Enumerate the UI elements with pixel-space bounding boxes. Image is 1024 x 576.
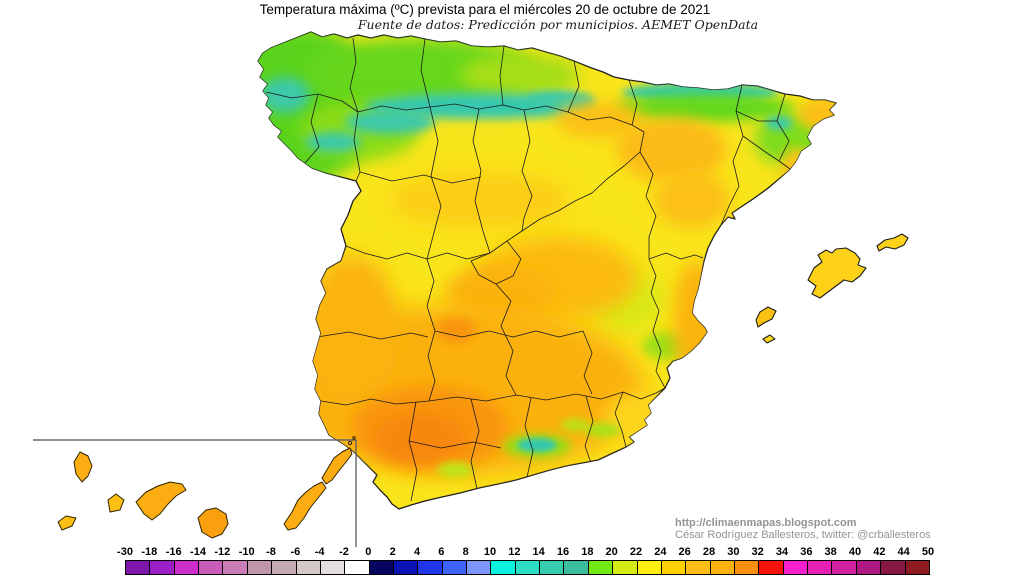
- colorbar-tick-label: 30: [727, 546, 740, 558]
- colorbar-tick-label: 10: [483, 546, 497, 558]
- la-palma: [73, 451, 93, 483]
- balearic-islands: [755, 233, 909, 344]
- colorbar-tick-label: 0: [365, 546, 372, 558]
- colorbar-cell: [320, 561, 346, 574]
- colorbar-cell: [345, 561, 370, 574]
- credits: http://climaenmapas.blogspot.com César R…: [675, 517, 931, 541]
- colorbar-tick-label: -8: [266, 546, 276, 558]
- colorbar-tick-label: -4: [314, 546, 325, 558]
- colorbar-tick-label: 34: [775, 546, 789, 558]
- map-subtitle: Fuente de datos: Predicción por municipi…: [357, 17, 759, 32]
- colorbar-tick-label: 50: [921, 546, 935, 558]
- colorbar-tick-label: -2: [339, 546, 349, 558]
- colorbar-tick-label: 38: [824, 546, 837, 558]
- colorbar-cell: [564, 561, 589, 574]
- colorbar-tick-label: 4: [413, 546, 421, 558]
- colorbar-cell: [442, 561, 468, 574]
- colorbar-cell: [759, 561, 784, 574]
- colorbar-tick-label: 36: [800, 546, 813, 558]
- colorbar-cell: [734, 561, 760, 574]
- fuerteventura: [283, 481, 327, 531]
- colorbar-tick-label: 40: [848, 546, 862, 558]
- colorbar-tick-label: -14: [190, 546, 206, 558]
- colorbar-tick-label: -30: [117, 546, 133, 558]
- tenerife: [135, 481, 187, 521]
- colorbar-cell: [491, 561, 516, 574]
- colorbar-tick-label: -18: [141, 546, 158, 558]
- colorbar-cell: [613, 561, 638, 574]
- mallorca: [807, 247, 867, 299]
- colorbar-cell: [515, 561, 541, 574]
- colorbar-cell: [686, 561, 711, 574]
- menorca: [876, 233, 909, 252]
- colorbar-cell: [467, 561, 492, 574]
- colorbar-cell: [661, 561, 687, 574]
- formentera: [762, 334, 776, 344]
- colorbar-cell: [150, 561, 175, 574]
- colorbar-cell: [637, 561, 662, 574]
- colorbar-labels: -30 -18 -16 -14 -12 -10 -8 -6 -4 -2 0 2 4 6 8 10 12 14 16 1…: [117, 546, 934, 558]
- colorbar-tick-label: 12: [508, 546, 521, 558]
- temperature-shading: [258, 32, 836, 478]
- colorbar-tick-label: 22: [629, 546, 643, 558]
- colorbar-tick-label: 2: [389, 546, 396, 558]
- colorbar-tick-label: 44: [897, 546, 910, 558]
- colorbar-cell: [223, 561, 248, 574]
- colorbar-cell: [126, 561, 151, 574]
- ibiza: [755, 306, 777, 328]
- colorbar-tick-label: 42: [873, 546, 886, 558]
- map-title: Temperatura máxima (ºC) prevista para el…: [259, 2, 711, 17]
- colorbar-cell: [540, 561, 565, 574]
- canary-islands: [57, 436, 356, 539]
- colorbar: [125, 560, 930, 575]
- colorbar-tick-label: 26: [678, 546, 691, 558]
- colorbar-tick-label: 18: [581, 546, 594, 558]
- colorbar-cell: [881, 561, 906, 574]
- colorbar-tick-label: -6: [290, 546, 301, 558]
- colorbar-cell: [247, 561, 273, 574]
- el-hierro: [57, 515, 77, 531]
- la-gomera: [107, 493, 125, 513]
- colorbar-cell: [272, 561, 297, 574]
- colorbar-tick-label: 6: [438, 546, 445, 558]
- colorbar-cell: [369, 561, 394, 574]
- colorbar-tick-label: 32: [751, 546, 764, 558]
- lanzarote: [321, 447, 353, 485]
- colorbar-cell: [710, 561, 735, 574]
- colorbar-cell: [296, 561, 321, 574]
- colorbar-cell: [418, 561, 443, 574]
- colorbar-tick-label: 28: [702, 546, 716, 558]
- credits-url: http://climaenmapas.blogspot.com: [675, 517, 857, 529]
- colorbar-tick-label: 16: [556, 546, 570, 558]
- colorbar-cell: [832, 561, 857, 574]
- gran-canaria: [197, 507, 229, 539]
- colorbar-cell: [588, 561, 614, 574]
- colorbar-cell: [393, 561, 419, 574]
- colorbar-cell: [199, 561, 224, 574]
- colorbar-cell: [174, 561, 200, 574]
- colorbar-tick-label: -12: [214, 546, 231, 558]
- colorbar-cell: [856, 561, 882, 574]
- colorbar-tick-label: 20: [605, 546, 618, 558]
- colorbar-tick-label: -10: [238, 546, 255, 558]
- canary-inset-border: [33, 439, 357, 547]
- colorbar-tick-label: 8: [462, 546, 469, 558]
- colorbar-tick-label: 24: [654, 546, 667, 558]
- credits-author: César Rodríguez Ballesteros, twitter: @c…: [675, 529, 931, 541]
- colorbar-cell: [905, 561, 929, 574]
- province-boundaries: [265, 37, 791, 502]
- colorbar-cell: [783, 561, 809, 574]
- colorbar-tick-label: -16: [165, 546, 182, 558]
- colorbar-tick-label: 14: [532, 546, 545, 558]
- colorbar-cell: [808, 561, 833, 574]
